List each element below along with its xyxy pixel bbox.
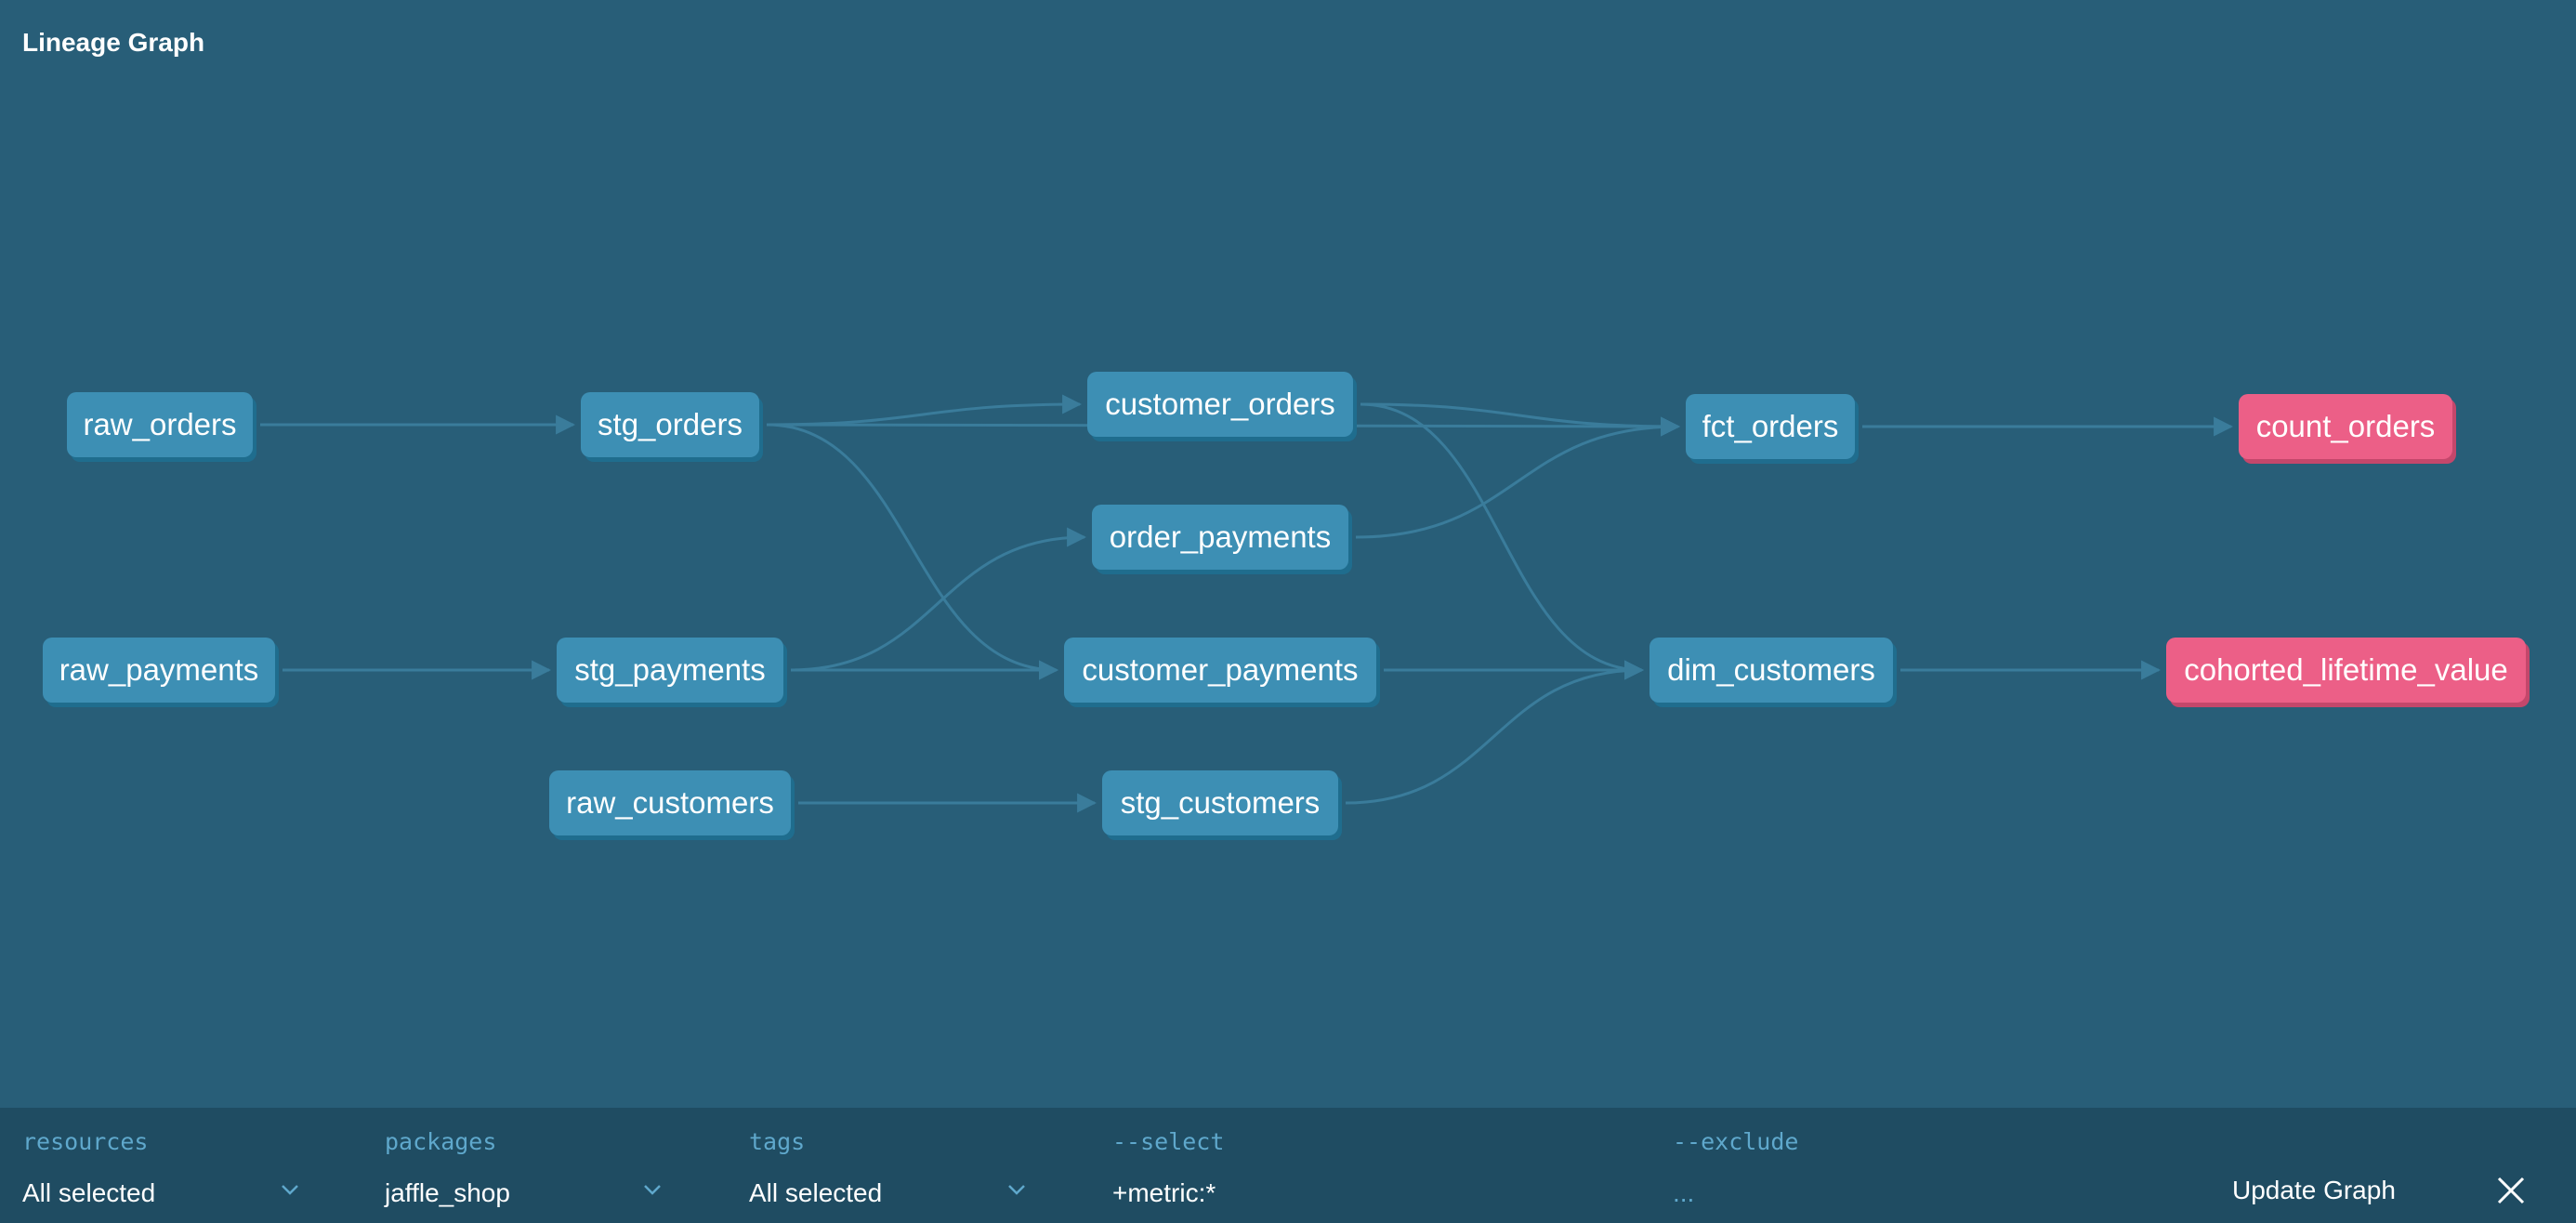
exclude-filter[interactable]: --exclude ... (1673, 1108, 2193, 1223)
update-graph-button[interactable]: Update Graph (2232, 1176, 2396, 1204)
exclude-input[interactable]: ... (1673, 1178, 1695, 1207)
chevron-down-icon[interactable] (279, 1178, 301, 1201)
node-dim-customers[interactable]: dim_customers (1649, 638, 1893, 703)
node-raw-payments[interactable]: raw_payments (43, 638, 275, 703)
resources-filter[interactable]: resources All selected (22, 1108, 301, 1223)
tags-filter[interactable]: tags All selected (749, 1108, 1028, 1223)
resources-value[interactable]: All selected (22, 1178, 156, 1207)
packages-filter[interactable]: packages jaffle_shop (385, 1108, 664, 1223)
node-raw-orders[interactable]: raw_orders (67, 392, 253, 457)
node-count-orders[interactable]: count_orders (2239, 394, 2452, 459)
node-stg-orders[interactable]: stg_orders (581, 392, 759, 457)
packages-label: packages (385, 1128, 497, 1155)
page-title: Lineage Graph (22, 28, 205, 57)
edge-customer-orders-to-fct-orders (1360, 402, 1681, 437)
select-filter[interactable]: --select +metric:* (1112, 1108, 1633, 1223)
node-raw-customers[interactable]: raw_customers (549, 770, 791, 835)
edge-stg-payments-to-order-payments (790, 527, 1087, 672)
graph-edges (259, 394, 2234, 813)
node-customer-payments[interactable]: customer_payments (1064, 638, 1376, 703)
resources-label: resources (22, 1128, 149, 1155)
edge-customer-orders-to-dim-customers (1360, 402, 1645, 680)
node-stg-customers[interactable]: stg_customers (1102, 770, 1338, 835)
select-label: --select (1112, 1128, 1225, 1155)
close-icon[interactable] (2496, 1176, 2526, 1205)
filter-bar: resources All selected packages jaffle_s… (0, 1108, 2576, 1223)
select-input[interactable]: +metric:* (1112, 1178, 1216, 1207)
exclude-label: --exclude (1673, 1128, 1799, 1155)
tags-label: tags (749, 1128, 806, 1155)
node-cohorted-lifetime-value[interactable]: cohorted_lifetime_value (2166, 638, 2526, 703)
edge-stg-orders-to-customer-orders (766, 394, 1083, 427)
chevron-down-icon[interactable] (641, 1178, 664, 1201)
chevron-down-icon[interactable] (1005, 1178, 1028, 1201)
edge-stg-orders-to-customer-payments (766, 423, 1059, 680)
edge-order-payments-to-fct-orders (1355, 416, 1681, 539)
packages-value[interactable]: jaffle_shop (385, 1178, 510, 1207)
node-customer-orders[interactable]: customer_orders (1087, 372, 1353, 437)
tags-value[interactable]: All selected (749, 1178, 883, 1207)
node-fct-orders[interactable]: fct_orders (1686, 394, 1855, 459)
node-stg-payments[interactable]: stg_payments (557, 638, 783, 703)
edge-stg-customers-to-dim-customers (1345, 660, 1645, 805)
node-order-payments[interactable]: order_payments (1092, 505, 1348, 570)
